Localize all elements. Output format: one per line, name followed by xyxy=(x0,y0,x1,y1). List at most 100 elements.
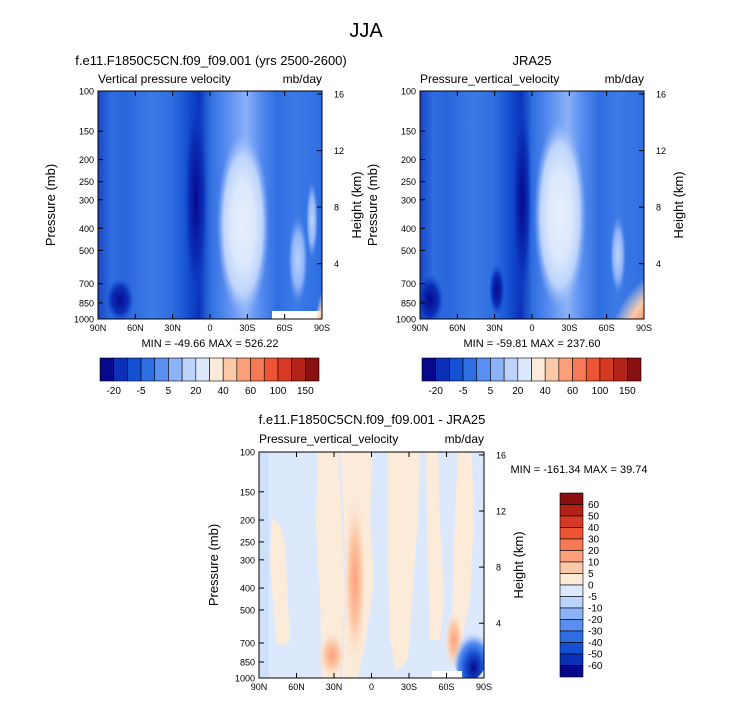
colorbar-swatch xyxy=(517,357,532,382)
colorbar-label: -20 xyxy=(106,386,121,397)
min-max-stats: MIN = -59.81 MAX = 237.60 xyxy=(464,338,601,350)
y-tick-label: 1000 xyxy=(235,674,255,684)
x-tick-label: 0 xyxy=(207,323,212,333)
colorbar-swatch xyxy=(613,357,628,382)
y-tick-label: 1000 xyxy=(396,315,416,325)
x-tick-label: 90S xyxy=(476,682,492,692)
colorbar-label: 20 xyxy=(512,386,524,397)
colorbar-swatch xyxy=(559,561,584,574)
colorbar-swatch xyxy=(421,357,436,382)
panel-obs: JRA25 Pressure_vertical_velocity mb/day … xyxy=(365,53,686,397)
min-max-stats: MIN = -161.34 MAX = 39.74 xyxy=(511,464,648,476)
panel-title: JRA25 xyxy=(512,53,551,68)
figure-title: JJA xyxy=(349,20,383,42)
y-tick-label: 250 xyxy=(79,177,94,187)
colorbar-swatch xyxy=(559,607,584,620)
colorbar-swatch xyxy=(559,573,584,586)
contour-weak-negative xyxy=(259,452,269,678)
colorbar-label: 60 xyxy=(245,386,257,397)
y-tick-label-right: 8 xyxy=(656,203,661,213)
y-tick-label-right: 4 xyxy=(334,259,339,269)
contour-dark-core xyxy=(489,264,505,316)
y-ticks-left: 100 150 200 250 300 400 500 700 850 1000 xyxy=(235,448,264,684)
colorbar-swatch xyxy=(305,357,320,382)
y-tick-label: 250 xyxy=(240,537,255,547)
colorbar-swatch xyxy=(195,357,210,382)
contour-base xyxy=(98,91,322,319)
left-subtitle: Pressure_vertical_velocity xyxy=(259,432,398,446)
y-tick-label: 500 xyxy=(240,605,255,615)
x-tick-label: 30N xyxy=(486,323,503,333)
colorbar-label: 60 xyxy=(567,386,579,397)
contour-red-corner xyxy=(604,267,644,319)
contour-light-spot xyxy=(306,180,318,260)
contour-weak-positive xyxy=(452,452,474,640)
contour-field xyxy=(259,452,484,678)
y-tick-label-right: 16 xyxy=(496,450,506,460)
x-tick-label: 90N xyxy=(251,682,268,692)
colorbar-swatch xyxy=(113,357,128,382)
y-ticks-right: 16 12 8 4 xyxy=(479,450,506,629)
colorbar-label: -60 xyxy=(588,661,603,672)
contour-light-core xyxy=(217,133,269,317)
contour-base xyxy=(420,91,644,319)
y-tick-label: 200 xyxy=(79,155,94,165)
contour-weak-positive xyxy=(270,520,290,645)
contour-red-corner xyxy=(312,279,322,319)
colorbar-swatch xyxy=(291,357,306,382)
y-tick-label: 150 xyxy=(79,127,94,137)
x-ticks: 90N 60N 30N 0 30S 60S 90S xyxy=(90,91,330,333)
colorbar-swatch xyxy=(263,357,279,382)
x-tick-label: 90N xyxy=(412,323,429,333)
colorbar-swatch xyxy=(559,527,584,540)
y-tick-label: 850 xyxy=(240,658,255,668)
y-axis-label-right: Height (km) xyxy=(349,171,364,238)
colorbar-swatch xyxy=(222,357,238,382)
x-tick-label: 0 xyxy=(529,323,534,333)
x-tick-label: 60N xyxy=(127,323,144,333)
y-tick-label-right: 12 xyxy=(656,146,666,156)
y-axis-label: Pressure (mb) xyxy=(365,164,380,246)
y-tick-label-right: 4 xyxy=(496,619,501,629)
y-tick-label: 100 xyxy=(240,448,255,458)
colorbar-swatch xyxy=(99,357,114,382)
colorbar-label: 30 xyxy=(588,535,600,546)
contour-positive-band xyxy=(343,490,367,670)
x-tick-label: 30S xyxy=(401,682,417,692)
colorbar-swatch xyxy=(559,630,584,643)
y-tick-label: 300 xyxy=(79,195,94,205)
colorbar-label: -10 xyxy=(588,604,603,615)
panel-title: f.e11.F1850C5CN.f09_f09.001 - JRA25 xyxy=(259,412,486,427)
y-tick-label: 1000 xyxy=(74,315,94,325)
y-tick-label: 400 xyxy=(401,224,416,234)
colorbar-label: 20 xyxy=(190,386,202,397)
y-tick-label-right: 16 xyxy=(334,89,344,99)
contour-weak-positive xyxy=(316,452,345,678)
contour-positive-band xyxy=(318,631,346,678)
contour-field xyxy=(98,91,322,319)
colorbar-label: 40 xyxy=(588,523,600,534)
y-tick-label-right: 8 xyxy=(496,563,501,573)
y-tick-label: 250 xyxy=(401,177,416,187)
colorbar-swatch xyxy=(559,653,584,666)
colorbar-swatch xyxy=(559,596,584,609)
y-ticks-left: 100 150 200 250 300 400 500 700 850 1000 xyxy=(396,87,425,325)
y-tick-label: 500 xyxy=(79,246,94,256)
x-tick-label: 60S xyxy=(599,323,615,333)
y-tick-label: 150 xyxy=(401,127,416,137)
colorbar-swatch xyxy=(559,550,584,563)
colorbar-swatch xyxy=(490,357,505,382)
y-axis-label-right: Height (km) xyxy=(511,531,526,598)
colorbar-label: 60 xyxy=(588,500,600,511)
colorbar: -20 -5 5 20 40 60 100 150 xyxy=(421,357,642,397)
y-tick-label: 100 xyxy=(79,87,94,97)
colorbar: -20 -5 5 20 40 60 100 150 xyxy=(99,357,320,397)
y-tick-label-right: 16 xyxy=(656,89,666,99)
colorbar-label: 10 xyxy=(588,558,600,569)
x-tick-label: 90S xyxy=(314,323,330,333)
left-subtitle: Vertical pressure velocity xyxy=(98,72,231,86)
colorbar-swatch xyxy=(127,357,142,382)
y-tick-label-right: 8 xyxy=(334,203,339,213)
left-subtitle: Pressure_vertical_velocity xyxy=(420,72,559,86)
colorbar-swatch xyxy=(531,357,546,382)
